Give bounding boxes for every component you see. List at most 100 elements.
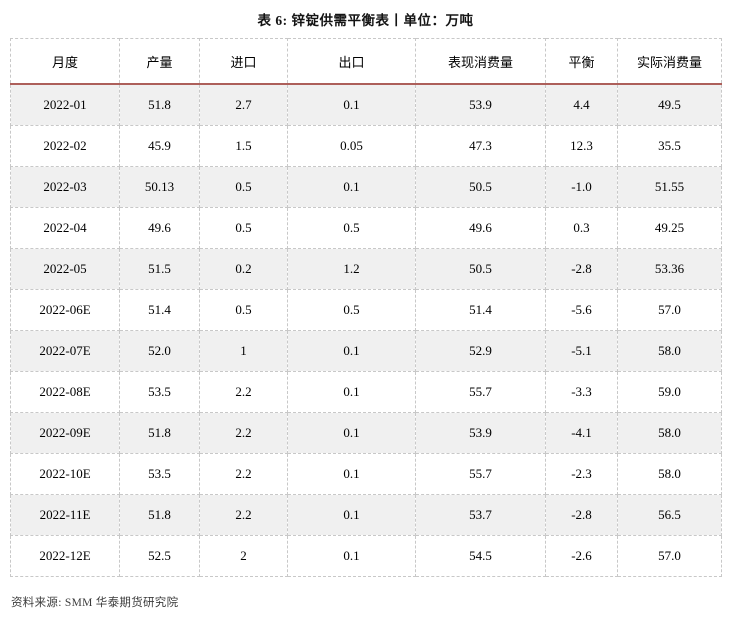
cell: 2022-06E bbox=[10, 289, 120, 331]
cell: 2022-04 bbox=[10, 207, 120, 249]
cell: 56.5 bbox=[617, 494, 722, 536]
cell: -4.1 bbox=[545, 412, 618, 454]
cell: 0.1 bbox=[287, 371, 416, 413]
cell: 58.0 bbox=[617, 412, 722, 454]
cell: 51.4 bbox=[415, 289, 546, 331]
table-row: 2022-05 51.5 0.2 1.2 50.5 -2.8 53.36 bbox=[10, 248, 722, 290]
cell: 2022-08E bbox=[10, 371, 120, 413]
cell: 12.3 bbox=[545, 125, 618, 167]
cell: 0.3 bbox=[545, 207, 618, 249]
cell: 53.5 bbox=[119, 371, 200, 413]
table-row: 2022-04 49.6 0.5 0.5 49.6 0.3 49.25 bbox=[10, 207, 722, 249]
cell: 2022-09E bbox=[10, 412, 120, 454]
cell: 2.2 bbox=[199, 453, 288, 495]
table-row: 2022-06E 51.4 0.5 0.5 51.4 -5.6 57.0 bbox=[10, 289, 722, 331]
table-title: 表 6: 锌锭供需平衡表丨单位：万吨 bbox=[257, 13, 474, 28]
cell: 0.2 bbox=[199, 248, 288, 290]
cell: 2022-11E bbox=[10, 494, 120, 536]
cell: 50.5 bbox=[415, 248, 546, 290]
cell: 49.5 bbox=[617, 83, 722, 126]
cell: 49.6 bbox=[119, 207, 200, 249]
cell: 55.7 bbox=[415, 371, 546, 413]
cell: 2.7 bbox=[199, 83, 288, 126]
cell: 51.8 bbox=[119, 412, 200, 454]
cell: 2.2 bbox=[199, 412, 288, 454]
table-row: 2022-07E 52.0 1 0.1 52.9 -5.1 58.0 bbox=[10, 330, 722, 372]
cell: 0.5 bbox=[287, 207, 416, 249]
cell: 0.1 bbox=[287, 412, 416, 454]
cell: -2.8 bbox=[545, 494, 618, 536]
cell: 2022-01 bbox=[10, 83, 120, 126]
cell: 0.5 bbox=[287, 289, 416, 331]
cell: 51.8 bbox=[119, 83, 200, 126]
cell: 47.3 bbox=[415, 125, 546, 167]
cell: 58.0 bbox=[617, 330, 722, 372]
cell: 50.13 bbox=[119, 166, 200, 208]
cell: 0.5 bbox=[199, 289, 288, 331]
table-row: 2022-02 45.9 1.5 0.05 47.3 12.3 35.5 bbox=[10, 125, 722, 167]
cell: 53.5 bbox=[119, 453, 200, 495]
column-header: 产量 bbox=[119, 38, 200, 85]
cell: 1 bbox=[199, 330, 288, 372]
cell: 51.4 bbox=[119, 289, 200, 331]
cell: 59.0 bbox=[617, 371, 722, 413]
table-row: 2022-09E 51.8 2.2 0.1 53.9 -4.1 58.0 bbox=[10, 412, 722, 454]
cell: 2022-05 bbox=[10, 248, 120, 290]
cell: -5.6 bbox=[545, 289, 618, 331]
cell: 4.4 bbox=[545, 83, 618, 126]
cell: 52.0 bbox=[119, 330, 200, 372]
cell: 51.8 bbox=[119, 494, 200, 536]
cell: 0.1 bbox=[287, 330, 416, 372]
table-row: 2022-01 51.8 2.7 0.1 53.9 4.4 49.5 bbox=[10, 83, 722, 126]
cell: -3.3 bbox=[545, 371, 618, 413]
cell: 57.0 bbox=[617, 535, 722, 577]
cell: -2.6 bbox=[545, 535, 618, 577]
cell: 54.5 bbox=[415, 535, 546, 577]
cell: 2022-07E bbox=[10, 330, 120, 372]
cell: 58.0 bbox=[617, 453, 722, 495]
cell: 51.55 bbox=[617, 166, 722, 208]
cell: 53.9 bbox=[415, 83, 546, 126]
cell: 2 bbox=[199, 535, 288, 577]
cell: 57.0 bbox=[617, 289, 722, 331]
cell: 0.1 bbox=[287, 535, 416, 577]
table-row: 2022-08E 53.5 2.2 0.1 55.7 -3.3 59.0 bbox=[10, 371, 722, 413]
column-header: 实际消费量 bbox=[617, 38, 722, 85]
cell: 49.25 bbox=[617, 207, 722, 249]
column-header: 月度 bbox=[10, 38, 120, 85]
cell: 2022-03 bbox=[10, 166, 120, 208]
column-header: 进口 bbox=[199, 38, 288, 85]
cell: 52.5 bbox=[119, 535, 200, 577]
table-row: 2022-12E 52.5 2 0.1 54.5 -2.6 57.0 bbox=[10, 535, 722, 577]
cell: 35.5 bbox=[617, 125, 722, 167]
cell: 0.5 bbox=[199, 166, 288, 208]
cell: 0.1 bbox=[287, 166, 416, 208]
cell: 2022-02 bbox=[10, 125, 120, 167]
cell: 45.9 bbox=[119, 125, 200, 167]
table-body: 2022-01 51.8 2.7 0.1 53.9 4.4 49.5 2022-02 45.9 1… bbox=[10, 83, 722, 577]
cell: 1.5 bbox=[199, 125, 288, 167]
cell: 1.2 bbox=[287, 248, 416, 290]
table-row: 2022-10E 53.5 2.2 0.1 55.7 -2.3 58.0 bbox=[10, 453, 722, 495]
cell: -1.0 bbox=[545, 166, 618, 208]
cell: 55.7 bbox=[415, 453, 546, 495]
header-row: 月度 产量 进口 出口 表现消费量 平衡 实际消费量 bbox=[10, 38, 722, 85]
cell: 0.1 bbox=[287, 83, 416, 126]
cell: 2.2 bbox=[199, 494, 288, 536]
table-row: 2022-11E 51.8 2.2 0.1 53.7 -2.8 56.5 bbox=[10, 494, 722, 536]
cell: 50.5 bbox=[415, 166, 546, 208]
cell: 2022-10E bbox=[10, 453, 120, 495]
column-header: 平衡 bbox=[545, 38, 618, 85]
cell: 0.1 bbox=[287, 453, 416, 495]
cell: -2.8 bbox=[545, 248, 618, 290]
cell: 2022-12E bbox=[10, 535, 120, 577]
cell: 2.2 bbox=[199, 371, 288, 413]
cell: 0.05 bbox=[287, 125, 416, 167]
table-row: 2022-03 50.13 0.5 0.1 50.5 -1.0 51.55 bbox=[10, 166, 722, 208]
cell: 0.5 bbox=[199, 207, 288, 249]
cell: -5.1 bbox=[545, 330, 618, 372]
cell: 53.7 bbox=[415, 494, 546, 536]
supply-demand-balance-table: 月度 产量 进口 出口 表现消费量 平衡 实际消费量 2022-01 51.8 2.7 0.1 53… bbox=[10, 38, 722, 577]
column-header: 出口 bbox=[287, 38, 416, 85]
